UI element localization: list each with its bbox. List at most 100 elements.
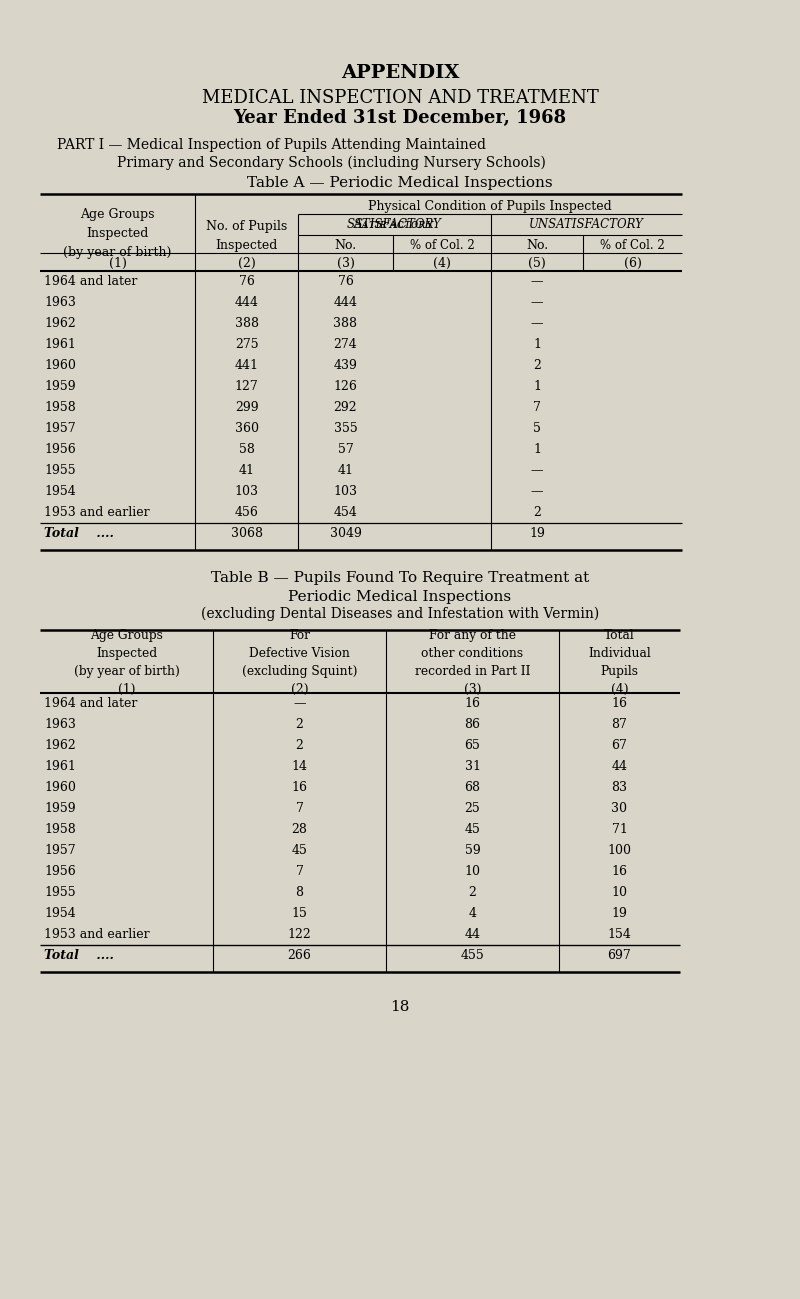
Text: 16: 16 xyxy=(611,698,627,711)
Text: 456: 456 xyxy=(234,507,258,520)
Text: 444: 444 xyxy=(334,296,358,309)
Text: 103: 103 xyxy=(334,485,358,498)
Text: 1962: 1962 xyxy=(44,317,76,330)
Text: % of Col. 2: % of Col. 2 xyxy=(600,239,665,252)
Text: 59: 59 xyxy=(465,844,480,857)
Text: (1): (1) xyxy=(109,256,126,269)
Text: For
Defective Vision
(excluding Squint)
(2): For Defective Vision (excluding Squint) … xyxy=(242,629,358,695)
Text: 67: 67 xyxy=(611,739,627,752)
Text: 5: 5 xyxy=(533,422,541,435)
Text: 100: 100 xyxy=(607,844,631,857)
Text: —: — xyxy=(294,698,306,711)
Text: Year Ended 31st December, 1968: Year Ended 31st December, 1968 xyxy=(234,109,566,127)
Text: 1961: 1961 xyxy=(44,338,76,351)
Text: 58: 58 xyxy=(238,443,254,456)
Text: 4: 4 xyxy=(469,907,477,920)
Text: 2: 2 xyxy=(533,507,541,520)
Text: 1964 and later: 1964 and later xyxy=(44,275,138,288)
Text: Age Groups
Inspected
(by year of birth): Age Groups Inspected (by year of birth) xyxy=(63,208,172,259)
Text: Table A — Periodic Medical Inspections: Table A — Periodic Medical Inspections xyxy=(247,175,553,190)
Text: 68: 68 xyxy=(465,781,481,794)
Text: (4): (4) xyxy=(433,256,451,269)
Text: 45: 45 xyxy=(465,824,481,837)
Text: 1960: 1960 xyxy=(44,781,76,794)
Text: 45: 45 xyxy=(291,844,307,857)
Text: 1964 and later: 1964 and later xyxy=(44,698,138,711)
Text: 25: 25 xyxy=(465,801,480,814)
Text: 1955: 1955 xyxy=(44,886,76,899)
Text: 10: 10 xyxy=(611,886,627,899)
Text: 71: 71 xyxy=(611,824,627,837)
Text: 455: 455 xyxy=(461,950,484,963)
Text: 1954: 1954 xyxy=(44,485,76,498)
Text: 15: 15 xyxy=(291,907,307,920)
Text: 388: 388 xyxy=(334,317,358,330)
Text: 41: 41 xyxy=(338,464,354,477)
Text: 16: 16 xyxy=(465,698,481,711)
Text: 274: 274 xyxy=(334,338,358,351)
Text: 86: 86 xyxy=(465,718,481,731)
Text: 1962: 1962 xyxy=(44,739,76,752)
Text: SATISFACTORY: SATISFACTORY xyxy=(347,217,442,230)
Text: 10: 10 xyxy=(465,865,481,878)
Text: 1958: 1958 xyxy=(44,824,76,837)
Text: 1953 and earlier: 1953 and earlier xyxy=(44,927,150,940)
Text: 57: 57 xyxy=(338,443,354,456)
Text: 444: 444 xyxy=(234,296,258,309)
Text: 275: 275 xyxy=(234,338,258,351)
Text: 16: 16 xyxy=(291,781,307,794)
Text: —: — xyxy=(530,464,543,477)
Text: 8: 8 xyxy=(295,886,303,899)
Text: 41: 41 xyxy=(238,464,254,477)
Text: (6): (6) xyxy=(623,256,642,269)
Text: 1959: 1959 xyxy=(44,381,76,394)
Text: 441: 441 xyxy=(234,359,258,372)
Text: 697: 697 xyxy=(608,950,631,963)
Text: 266: 266 xyxy=(287,950,311,963)
Text: (5): (5) xyxy=(528,256,546,269)
Text: 1955: 1955 xyxy=(44,464,76,477)
Text: 1: 1 xyxy=(533,443,541,456)
Text: For any of the
other conditions
recorded in Part II
(3): For any of the other conditions recorded… xyxy=(414,629,530,695)
Text: 1957: 1957 xyxy=(44,422,76,435)
Text: 7: 7 xyxy=(533,401,541,414)
Text: 154: 154 xyxy=(607,927,631,940)
Text: 355: 355 xyxy=(334,422,358,435)
Text: (excluding Dental Diseases and Infestation with Vermin): (excluding Dental Diseases and Infestati… xyxy=(201,607,599,621)
Text: Total    ....: Total .... xyxy=(44,527,114,540)
Text: 1: 1 xyxy=(533,338,541,351)
Text: —: — xyxy=(530,275,543,288)
Text: 1956: 1956 xyxy=(44,443,76,456)
Text: 1959: 1959 xyxy=(44,801,76,814)
Text: MEDICAL INSPECTION AND TREATMENT: MEDICAL INSPECTION AND TREATMENT xyxy=(202,90,598,107)
Text: (3): (3) xyxy=(337,256,354,269)
Text: No.: No. xyxy=(526,239,548,252)
Text: 454: 454 xyxy=(334,507,358,520)
Text: 65: 65 xyxy=(465,739,481,752)
Text: Physical Condition of Pupils Inspected: Physical Condition of Pupils Inspected xyxy=(368,200,612,213)
Text: PART I — Medical Inspection of Pupils Attending Maintained: PART I — Medical Inspection of Pupils At… xyxy=(57,138,486,152)
Text: 1963: 1963 xyxy=(44,718,76,731)
Text: No.: No. xyxy=(334,239,357,252)
Text: 1953 and earlier: 1953 and earlier xyxy=(44,507,150,520)
Text: 14: 14 xyxy=(291,760,307,773)
Text: 83: 83 xyxy=(611,781,627,794)
Text: 1956: 1956 xyxy=(44,865,76,878)
Text: 1: 1 xyxy=(533,381,541,394)
Text: 16: 16 xyxy=(611,865,627,878)
Text: —: — xyxy=(530,317,543,330)
Text: No. of Pupils
Inspected: No. of Pupils Inspected xyxy=(206,220,287,252)
Text: 439: 439 xyxy=(334,359,358,372)
Text: 76: 76 xyxy=(238,275,254,288)
Text: Total
Individual
Pupils
(4): Total Individual Pupils (4) xyxy=(588,629,651,695)
Text: 103: 103 xyxy=(234,485,258,498)
Text: 2: 2 xyxy=(469,886,477,899)
Text: 76: 76 xyxy=(338,275,354,288)
Text: Primary and Secondary Schools (including Nursery Schools): Primary and Secondary Schools (including… xyxy=(117,156,546,170)
Text: —: — xyxy=(530,296,543,309)
Text: 1957: 1957 xyxy=(44,844,76,857)
Text: Age Groups
Inspected
(by year of birth)
(1): Age Groups Inspected (by year of birth) … xyxy=(74,629,179,695)
Text: 122: 122 xyxy=(288,927,311,940)
Text: (2): (2) xyxy=(238,256,255,269)
Text: 28: 28 xyxy=(291,824,307,837)
